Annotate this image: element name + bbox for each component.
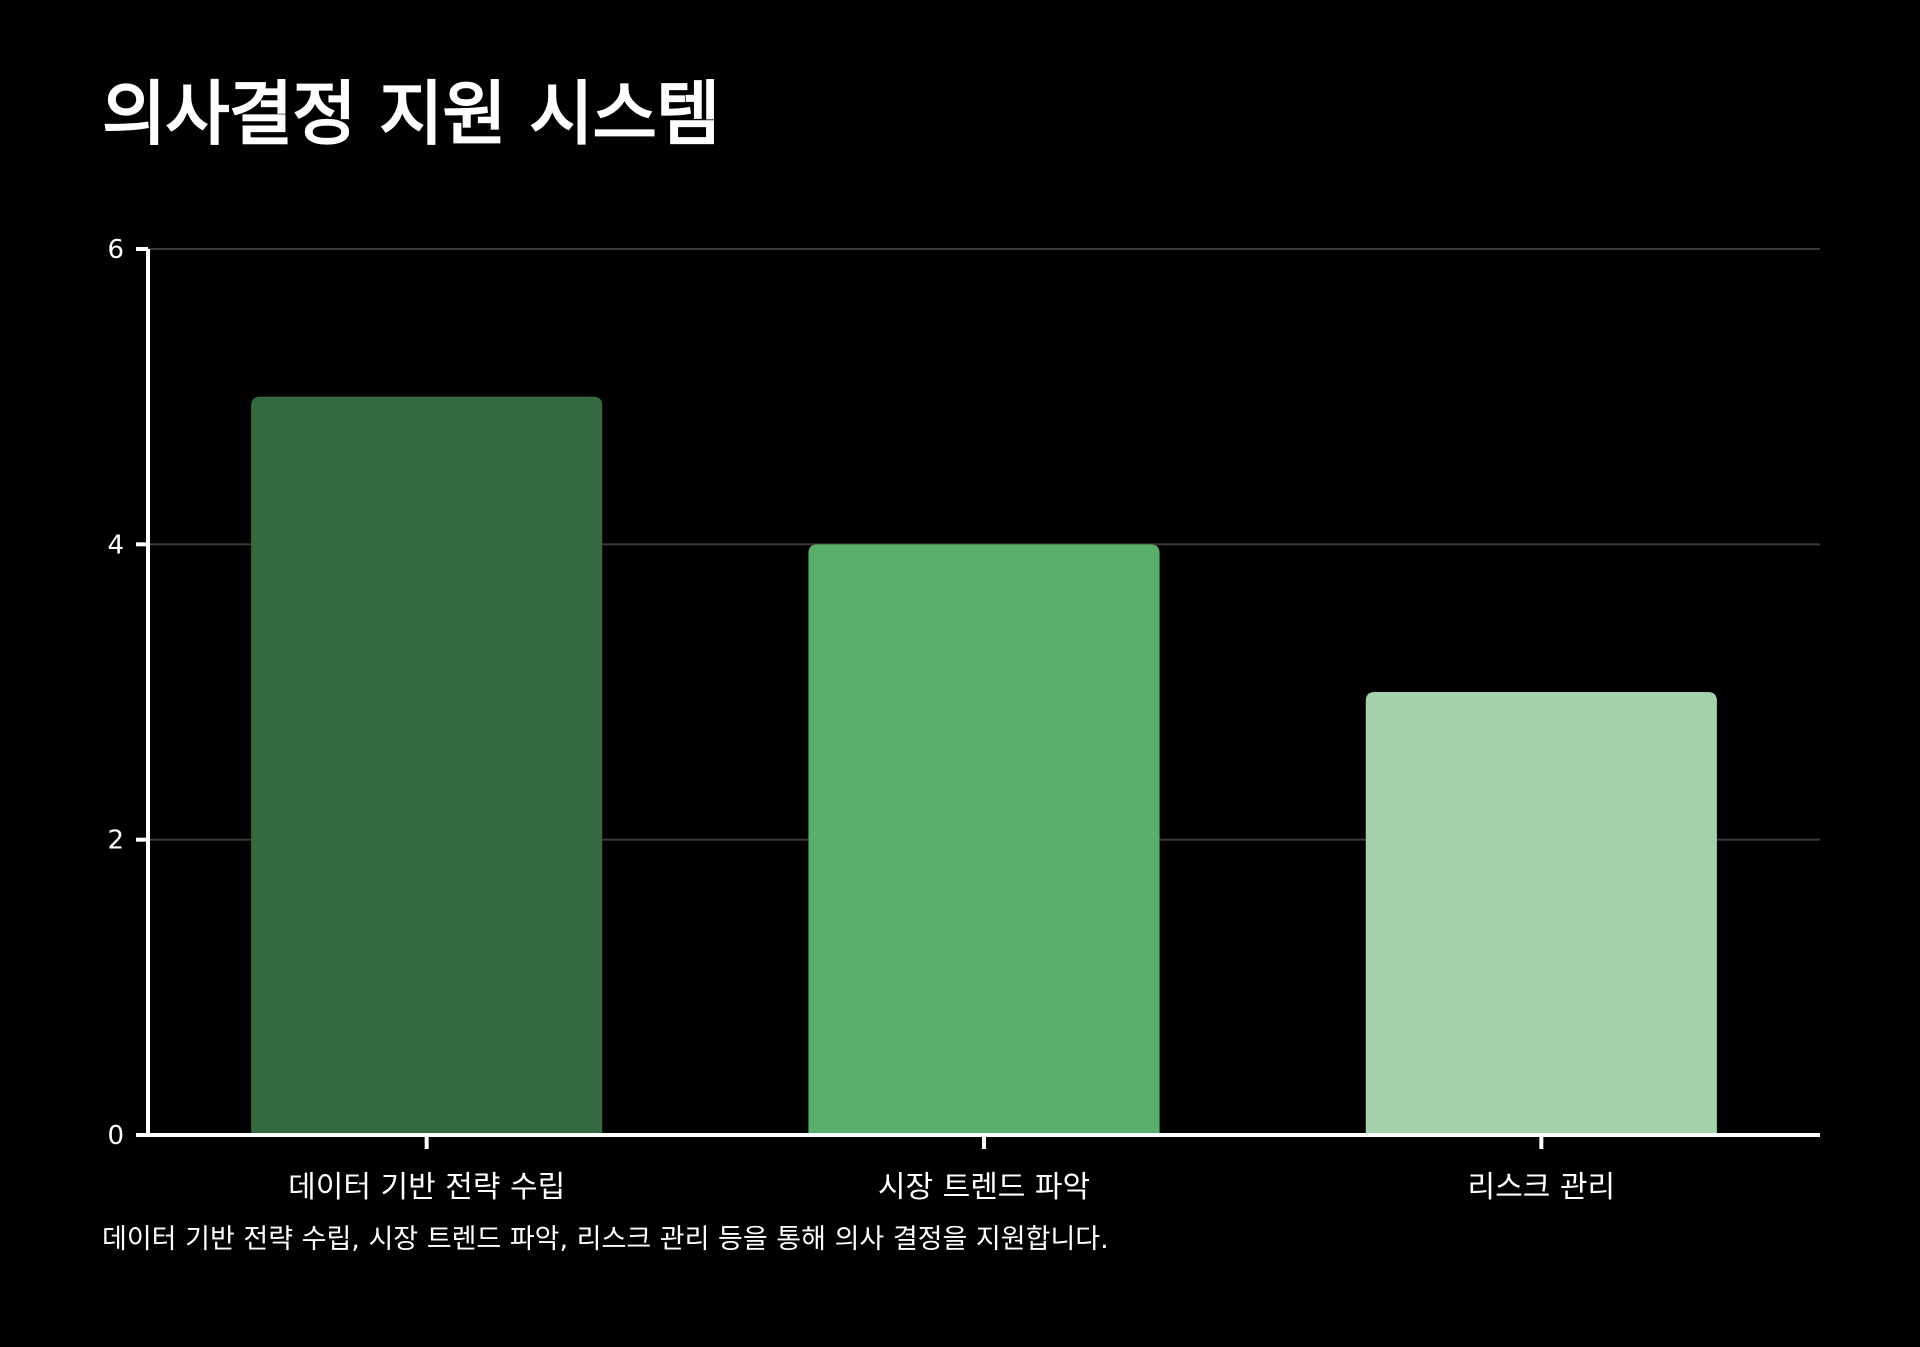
bars xyxy=(251,396,1717,1136)
chart-caption: 데이터 기반 전략 수립, 시장 트렌드 파악, 리스크 관리 등을 통해 의사… xyxy=(102,1224,1109,1255)
bar xyxy=(251,396,603,1136)
x-tick-label: 시장 트렌드 파악 xyxy=(878,1170,1090,1205)
y-tick-label: 0 xyxy=(107,1121,124,1151)
axes xyxy=(136,247,1820,1149)
bar xyxy=(1365,692,1717,1135)
bar xyxy=(808,544,1160,1135)
x-tick-label: 리스크 관리 xyxy=(1468,1170,1616,1205)
x-tick-label: 데이터 기반 전략 수립 xyxy=(288,1170,565,1205)
chart-title: 의사결정 지원 시스템 xyxy=(102,73,720,155)
axis-labels: 0 2 4 6 데이터 기반 전략 수립 시장 트렌드 파악 리스크 관리 xyxy=(107,235,1615,1205)
y-tick-label: 4 xyxy=(107,530,124,560)
y-tick-label: 2 xyxy=(107,826,124,856)
y-tick-label: 6 xyxy=(107,235,124,265)
